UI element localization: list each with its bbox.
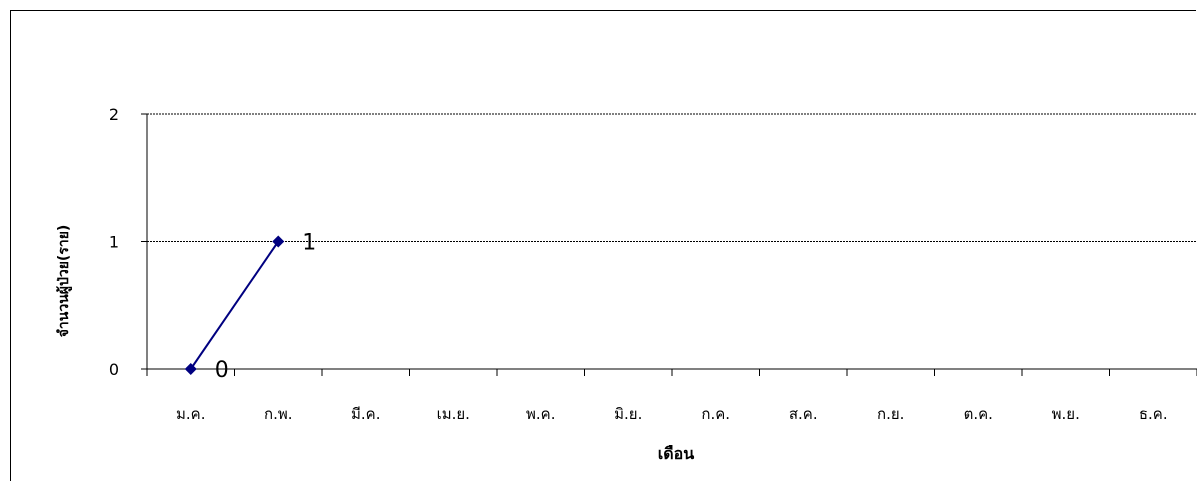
chart-frame: 0 1 2 ม.ค. ก.พ. มี.ค. เม.ย. พ.ค. มิ.ย. ก.ค. ส.ค. ก.… (10, 10, 1198, 481)
series (184, 235, 285, 375)
gridlines (147, 113, 1197, 242)
x-tick-label: มี.ค. (351, 405, 380, 423)
x-tick-label: มิ.ย. (614, 405, 642, 423)
x-tick-label: พ.ค. (526, 405, 555, 423)
labels: 0 1 2 ม.ค. ก.พ. มี.ค. เม.ย. พ.ค. มิ.ย. ก.ค. ส.ค. ก.… (109, 105, 1168, 423)
x-tick-label: ก.ย. (877, 405, 904, 423)
x-tick-label: ธ.ค. (1139, 405, 1168, 423)
axes (141, 113, 1198, 376)
y-axis-title: จำนวนผู้ป่วย(ราย) (56, 225, 72, 338)
x-tick-label: ส.ค. (789, 405, 818, 423)
x-tick-label: ม.ค. (176, 405, 205, 423)
data-point (184, 363, 197, 375)
data-label: 0 (215, 358, 229, 383)
y-tick-label: 0 (109, 360, 119, 379)
x-tick-label: ต.ค. (964, 405, 993, 423)
series-line (189, 240, 280, 370)
line-chart: 0 1 2 ม.ค. ก.พ. มี.ค. เม.ย. พ.ค. มิ.ย. ก.ค. ส.ค. ก.… (56, 105, 1198, 463)
x-axis-title: เดือน (658, 444, 694, 463)
x-tick-label: เม.ย. (437, 405, 470, 423)
y-tick-label: 1 (109, 233, 119, 252)
x-tick-label: พ.ย. (1052, 405, 1080, 423)
y-tick-label: 2 (109, 105, 119, 124)
data-point (272, 235, 285, 248)
x-tick-label: ก.ค. (701, 405, 730, 423)
x-tick-label: ก.พ. (264, 405, 293, 423)
data-label: 1 (302, 231, 316, 256)
